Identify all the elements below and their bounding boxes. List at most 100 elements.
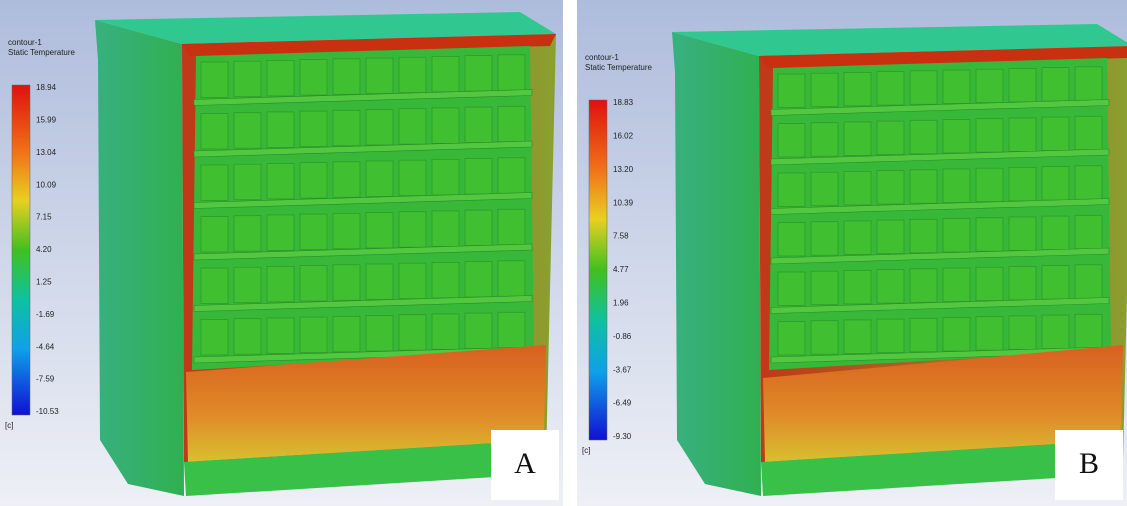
legend-tick-label: 16.02: [613, 132, 634, 141]
panel-letter: B: [1079, 447, 1099, 480]
product: [943, 120, 970, 154]
product: [399, 315, 426, 351]
product: [1042, 68, 1069, 102]
cabinet-side: [672, 32, 761, 496]
product: [943, 268, 970, 302]
legend-tick-label: 15.99: [36, 116, 57, 125]
product: [465, 210, 492, 246]
legend-title: contour-1: [585, 53, 619, 62]
product: [811, 123, 838, 157]
product: [943, 169, 970, 203]
product: [366, 264, 393, 300]
product: [811, 73, 838, 107]
product: [300, 163, 327, 199]
product: [844, 320, 871, 354]
product: [811, 222, 838, 256]
product: [910, 269, 937, 303]
legend-tick-label: 7.58: [613, 232, 629, 241]
product: [333, 59, 360, 95]
product: [201, 114, 228, 150]
legend-tick-label: 10.39: [613, 198, 634, 207]
product: [465, 56, 492, 92]
product: [976, 69, 1003, 103]
legend-tick-label: -1.69: [36, 310, 55, 319]
legend-tick-label: 4.20: [36, 245, 52, 254]
legend-tick-label: -4.64: [36, 342, 55, 351]
legend-tick-label: -9.30: [613, 432, 632, 441]
product: [778, 322, 805, 356]
product: [976, 218, 1003, 252]
legend-tick-label: -3.67: [613, 365, 632, 374]
product: [1075, 67, 1102, 101]
product: [498, 106, 525, 142]
product: [300, 111, 327, 147]
product: [498, 209, 525, 245]
product: [201, 320, 228, 356]
product: [1042, 117, 1069, 151]
legend-tick-label: 18.83: [613, 98, 634, 107]
product: [432, 262, 459, 298]
product: [234, 216, 261, 252]
product: [877, 171, 904, 205]
product: [465, 107, 492, 143]
product: [333, 265, 360, 301]
product: [976, 267, 1003, 301]
figure: contour-1Static Temperature18.9415.9913.…: [0, 0, 1127, 506]
product: [399, 212, 426, 248]
product: [778, 223, 805, 257]
product: [234, 113, 261, 149]
product: [366, 213, 393, 249]
product: [1042, 167, 1069, 201]
legend-tick-label: -10.53: [36, 407, 59, 416]
product: [234, 319, 261, 355]
product: [234, 61, 261, 96]
product: [333, 316, 360, 352]
product: [778, 272, 805, 306]
product: [1009, 68, 1036, 102]
product: [465, 159, 492, 195]
product: [1075, 116, 1102, 150]
product: [844, 122, 871, 155]
product: [1075, 215, 1102, 249]
product: [267, 60, 294, 96]
product: [432, 314, 459, 350]
legend-tick-label: 18.94: [36, 83, 57, 92]
legend-tick-label: 1.96: [613, 299, 629, 308]
product: [811, 321, 838, 355]
legend-tick-label: 13.20: [613, 165, 634, 174]
product: [201, 217, 228, 253]
product: [976, 168, 1003, 202]
product: [778, 173, 805, 207]
product: [300, 317, 327, 353]
legend-tick-label: 1.25: [36, 278, 52, 287]
legend-unit: [c]: [5, 421, 13, 430]
product: [1009, 266, 1036, 300]
product: [498, 312, 525, 348]
product: [1009, 167, 1036, 201]
product: [778, 124, 805, 158]
product: [432, 211, 459, 247]
product: [910, 318, 937, 352]
product: [201, 268, 228, 304]
product: [976, 317, 1003, 351]
product: [267, 215, 294, 251]
colorbar: [12, 85, 30, 415]
product: [976, 119, 1003, 153]
product: [399, 57, 426, 92]
product: [1009, 316, 1036, 350]
product: [366, 316, 393, 352]
legend-subtitle: Static Temperature: [8, 48, 76, 57]
product: [877, 319, 904, 353]
product: [844, 72, 871, 106]
product: [1009, 118, 1036, 151]
product: [1075, 265, 1102, 299]
product: [844, 171, 871, 205]
legend-subtitle: Static Temperature: [585, 63, 653, 72]
product: [910, 71, 937, 105]
product: [366, 58, 393, 94]
legend-tick-label: 13.04: [36, 148, 57, 157]
product: [399, 160, 426, 196]
product: [910, 120, 937, 154]
legend-tick-label: -6.49: [613, 399, 632, 408]
